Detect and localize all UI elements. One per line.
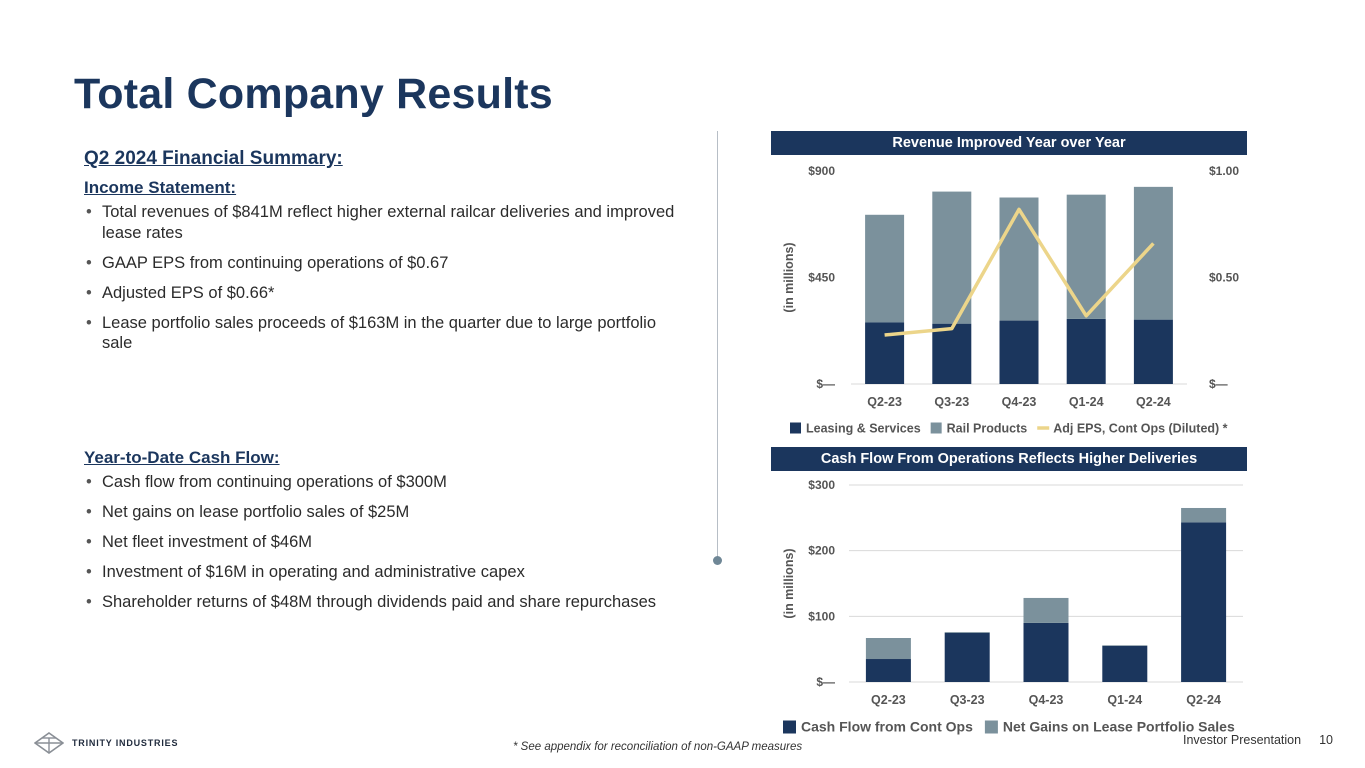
list-item: Cash flow from continuing operations of … xyxy=(84,472,684,493)
y-tick-label: $— xyxy=(816,377,835,391)
bar-segment-rail-products xyxy=(999,197,1039,321)
trinity-logo-icon xyxy=(34,732,64,754)
bar-segment-leasing-services xyxy=(932,323,972,384)
legend-label: Rail Products xyxy=(947,422,1028,436)
financial-summary: Q2 2024 Financial Summary: Income Statem… xyxy=(84,148,684,363)
x-tick-label: Q2-23 xyxy=(871,693,906,707)
x-tick-label: Q2-23 xyxy=(867,395,902,409)
bar-segment-leasing-services xyxy=(1133,319,1173,384)
y-axis-title: (in millions) xyxy=(782,242,796,312)
bar-segment-cash-flow-from-cont-ops xyxy=(865,659,911,682)
legend-swatch xyxy=(783,720,796,734)
income-statement-heading: Income Statement: xyxy=(84,178,237,197)
y2-tick-label: $0.50 xyxy=(1209,271,1239,285)
income-bullet-list: Total revenues of $841M reflect higher e… xyxy=(84,202,684,354)
x-tick-label: Q3-23 xyxy=(950,693,985,707)
page-title: Total Company Results xyxy=(74,70,553,118)
company-logo: TRINITY INDUSTRIES xyxy=(34,732,178,754)
x-tick-label: Q2-24 xyxy=(1136,395,1171,409)
legend-label: Leasing & Services xyxy=(806,422,921,436)
bar-segment-rail-products xyxy=(865,214,905,323)
list-item: Lease portfolio sales proceeds of $163M … xyxy=(84,313,684,354)
page-number: 10 xyxy=(1319,733,1333,747)
y-tick-label: $100 xyxy=(808,609,835,623)
bar-segment-net-gains-on-lease-portfolio-sales xyxy=(865,638,911,660)
bar-segment-net-gains-on-lease-portfolio-sales xyxy=(944,632,990,633)
list-item: Investment of $16M in operating and admi… xyxy=(84,562,684,583)
list-item: Adjusted EPS of $0.66* xyxy=(84,283,684,304)
footer-right: Investor Presentation 10 xyxy=(1183,733,1333,747)
bar-segment-net-gains-on-lease-portfolio-sales xyxy=(1181,507,1227,523)
logo-text: TRINITY INDUSTRIES xyxy=(72,738,179,748)
list-item: Net gains on lease portfolio sales of $2… xyxy=(84,502,684,523)
cash-flow-summary: Year-to-Date Cash Flow: Cash flow from c… xyxy=(84,448,684,622)
y-axis-title: (in millions) xyxy=(782,548,796,618)
vertical-divider xyxy=(717,131,718,561)
footnote: * See appendix for reconciliation of non… xyxy=(513,741,803,753)
y-tick-label: $450 xyxy=(808,271,835,285)
list-item: GAAP EPS from continuing operations of $… xyxy=(84,253,684,274)
y-tick-label: $300 xyxy=(808,478,835,492)
y-tick-label: $— xyxy=(816,675,835,689)
revenue-chart-banner: Revenue Improved Year over Year xyxy=(771,131,1247,155)
revenue-chart: $900 $450 $— $1.00 $0.50 $— (in millions) Q2-23… xyxy=(782,164,1239,436)
legend-label: Net Gains on Lease Portfolio Sales xyxy=(1003,719,1235,735)
bar-segment-rail-products xyxy=(932,191,972,324)
cashflow-chart-banner: Cash Flow From Operations Reflects Highe… xyxy=(771,447,1247,471)
legend-label: Adj EPS, Cont Ops (Diluted) * xyxy=(1053,422,1227,436)
legend-swatch xyxy=(790,422,801,434)
bar-segment-cash-flow-from-cont-ops xyxy=(1181,522,1227,682)
eps-line xyxy=(884,207,1155,337)
list-item: Net fleet investment of $46M xyxy=(84,532,684,553)
x-tick-label: Q4-23 xyxy=(1029,693,1064,707)
summary-heading: Q2 2024 Financial Summary: xyxy=(84,148,343,169)
x-tick-label: Q1-24 xyxy=(1107,693,1142,707)
bar-segment-cash-flow-from-cont-ops xyxy=(1102,645,1148,682)
y-tick-label: $200 xyxy=(808,544,835,558)
bar-segment-cash-flow-from-cont-ops xyxy=(1023,622,1069,682)
list-item: Shareholder returns of $48M through divi… xyxy=(84,592,684,613)
bar-segment-cash-flow-from-cont-ops xyxy=(944,632,990,682)
y2-tick-label: $— xyxy=(1209,377,1228,391)
bar-segment-net-gains-on-lease-portfolio-sales xyxy=(1023,597,1069,623)
bar-segment-rail-products xyxy=(1133,186,1173,320)
legend-swatch xyxy=(930,422,942,434)
y-tick-label: $900 xyxy=(808,164,835,178)
bar-segment-leasing-services xyxy=(999,320,1039,384)
cash-flow-heading: Year-to-Date Cash Flow: xyxy=(84,448,280,467)
footer-label: Investor Presentation xyxy=(1182,733,1302,747)
x-tick-label: Q1-24 xyxy=(1069,395,1104,409)
cash-bullet-list: Cash flow from continuing operations of … xyxy=(84,472,684,613)
legend-swatch xyxy=(984,720,998,734)
bar-segment-net-gains-on-lease-portfolio-sales xyxy=(1102,645,1148,646)
list-item: Total revenues of $841M reflect higher e… xyxy=(84,202,684,243)
bar-segment-leasing-services xyxy=(1066,318,1106,384)
x-tick-label: Q3-23 xyxy=(934,395,969,409)
cashflow-chart: $300 $200 $100 $— (in millions) Q2-23 Q3-23 Q4-… xyxy=(782,478,1243,735)
x-tick-label: Q4-23 xyxy=(1002,395,1037,409)
bar-segment-leasing-services xyxy=(865,322,905,384)
divider-dot xyxy=(713,556,722,565)
y2-tick-label: $1.00 xyxy=(1209,164,1239,178)
legend-label: Cash Flow from Cont Ops xyxy=(801,719,973,735)
x-tick-label: Q2-24 xyxy=(1186,693,1221,707)
